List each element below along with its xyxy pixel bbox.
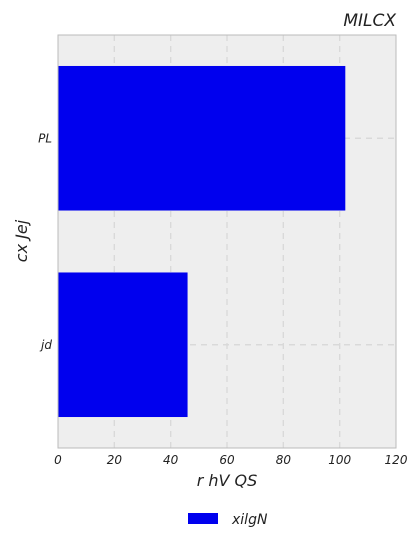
x-axis-label: r hV QS [197, 471, 258, 490]
x-tick-label: 60 [219, 453, 235, 467]
legend-swatch [188, 513, 218, 524]
x-tick-label: 0 [54, 453, 62, 467]
bars [58, 65, 346, 418]
chart-title: MILCX [343, 11, 396, 31]
y-axis-label: cx Jej [12, 219, 31, 262]
legend-label: xilgN [231, 512, 268, 528]
legend: xilgN [188, 512, 268, 528]
y-tick-labels: PL jd [38, 131, 52, 352]
bar-PL [58, 65, 346, 211]
x-tick-label: 20 [107, 453, 123, 467]
x-tick-label: 120 [385, 453, 408, 467]
x-tick-labels: 0 20 40 60 80 100 120 [54, 453, 408, 467]
plot-frame [57, 34, 397, 449]
x-tick-label: 40 [163, 453, 179, 467]
y-tick-label: jd [39, 338, 52, 352]
x-tick-label: 100 [328, 453, 351, 467]
bar-jd [58, 272, 188, 418]
x-tick-label: 80 [276, 453, 292, 467]
y-tick-label: PL [38, 131, 52, 145]
